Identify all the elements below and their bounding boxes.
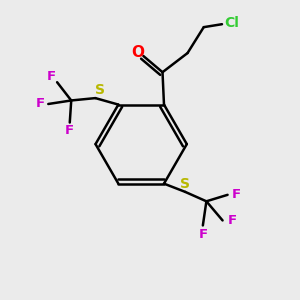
Text: O: O (131, 45, 144, 60)
Text: F: F (232, 188, 241, 201)
Text: Cl: Cl (224, 16, 239, 30)
Text: F: F (65, 124, 74, 137)
Text: F: F (35, 98, 45, 110)
Text: F: F (227, 214, 237, 227)
Text: F: F (198, 228, 207, 241)
Text: S: S (95, 83, 105, 97)
Text: F: F (47, 70, 56, 83)
Text: S: S (180, 177, 190, 190)
